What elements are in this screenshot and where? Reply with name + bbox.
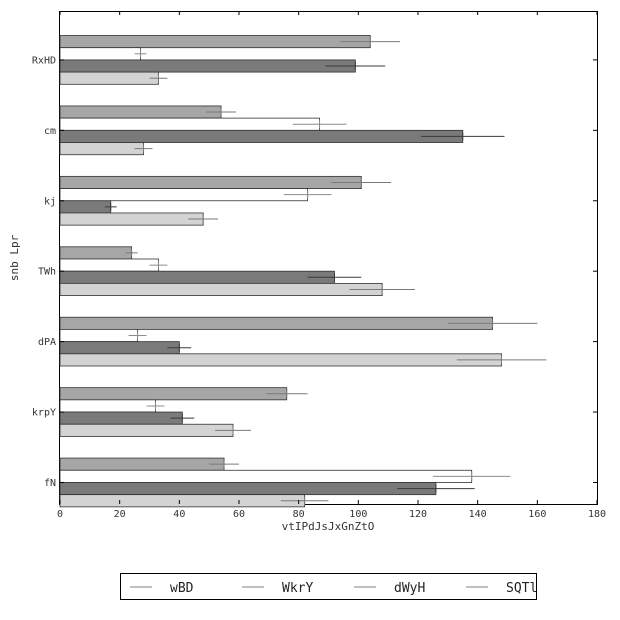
x-tick-label: 60 [233, 509, 245, 520]
y-axis-ticks: RxHD cm kj TWh dPA krpY fN [32, 55, 597, 489]
y-tick-label: RxHD [32, 55, 56, 66]
x-tick-label: 100 [349, 509, 367, 520]
x-tick-label: 180 [588, 509, 606, 520]
x-tick-label: 120 [409, 509, 427, 520]
legend-label-dwyh: dWyH [394, 581, 425, 596]
x-tick-label: 20 [114, 509, 126, 520]
y-tick-label: krpY [32, 408, 56, 419]
bar-wbd-twh [59, 246, 132, 260]
legend-label-wbd: wBD [170, 581, 194, 596]
bar-dwyh-twh [59, 270, 335, 284]
bar-sqtl-twh [59, 282, 383, 296]
bar-wkry-fn [59, 469, 473, 483]
bar-dwyh-krpy [59, 411, 183, 425]
bar-wkry-twh [59, 258, 159, 272]
bar-wbd-kj [59, 175, 362, 189]
bar-wbd-krpy [59, 387, 288, 401]
bar-wkry-krpy [59, 399, 156, 413]
x-tick-label: 140 [469, 509, 487, 520]
bar-wbd-cm [59, 105, 222, 119]
bar-dwyh-rxhd [59, 59, 356, 73]
bar-sqtl-krpy [59, 423, 234, 437]
y-tick-label: fN [44, 478, 56, 489]
bar-wkry-cm [59, 117, 320, 131]
bar-dwyh-cm [59, 129, 464, 143]
bar-dwyh-dpa [59, 341, 180, 355]
bar-sqtl-rxhd [59, 71, 159, 85]
bar-dwyh-fn [59, 482, 437, 496]
bar-wkry-rxhd [59, 47, 141, 61]
bar-wbd-rxhd [59, 35, 371, 49]
x-tick-label: 0 [57, 509, 63, 520]
legend-label-sqtl: SQTl [506, 581, 537, 596]
x-tick-label: 160 [528, 509, 546, 520]
x-axis-title: vtIPdJsJxGnZtO [282, 520, 375, 533]
bar-sqtl-fn [59, 494, 306, 508]
y-tick-label: cm [44, 126, 56, 137]
legend-label-wkry: WkrY [282, 581, 313, 596]
bar-wbd-dpa [59, 316, 493, 330]
bar-sqtl-kj [59, 212, 204, 226]
bar-wkry-dpa [59, 329, 138, 343]
legend: wBD WkrY dWyH SQTl [130, 581, 537, 596]
y-tick-label: TWh [38, 267, 56, 278]
bar-wbd-fn [59, 457, 225, 471]
bar-sqtl-cm [59, 142, 144, 156]
x-tick-label: 80 [293, 509, 305, 520]
y-tick-label: dPA [38, 337, 56, 348]
bar-wkry-kj [59, 188, 309, 202]
y-tick-label: kj [44, 196, 56, 207]
bars-layer [59, 35, 547, 508]
bar-dwyh-kj [59, 200, 112, 214]
x-axis-ticks: 0 20 40 60 80 100 120 140 160 180 [57, 11, 606, 520]
y-axis-title: snb Lpr [8, 234, 21, 281]
bar-sqtl-dpa [59, 353, 502, 367]
x-tick-label: 40 [173, 509, 185, 520]
